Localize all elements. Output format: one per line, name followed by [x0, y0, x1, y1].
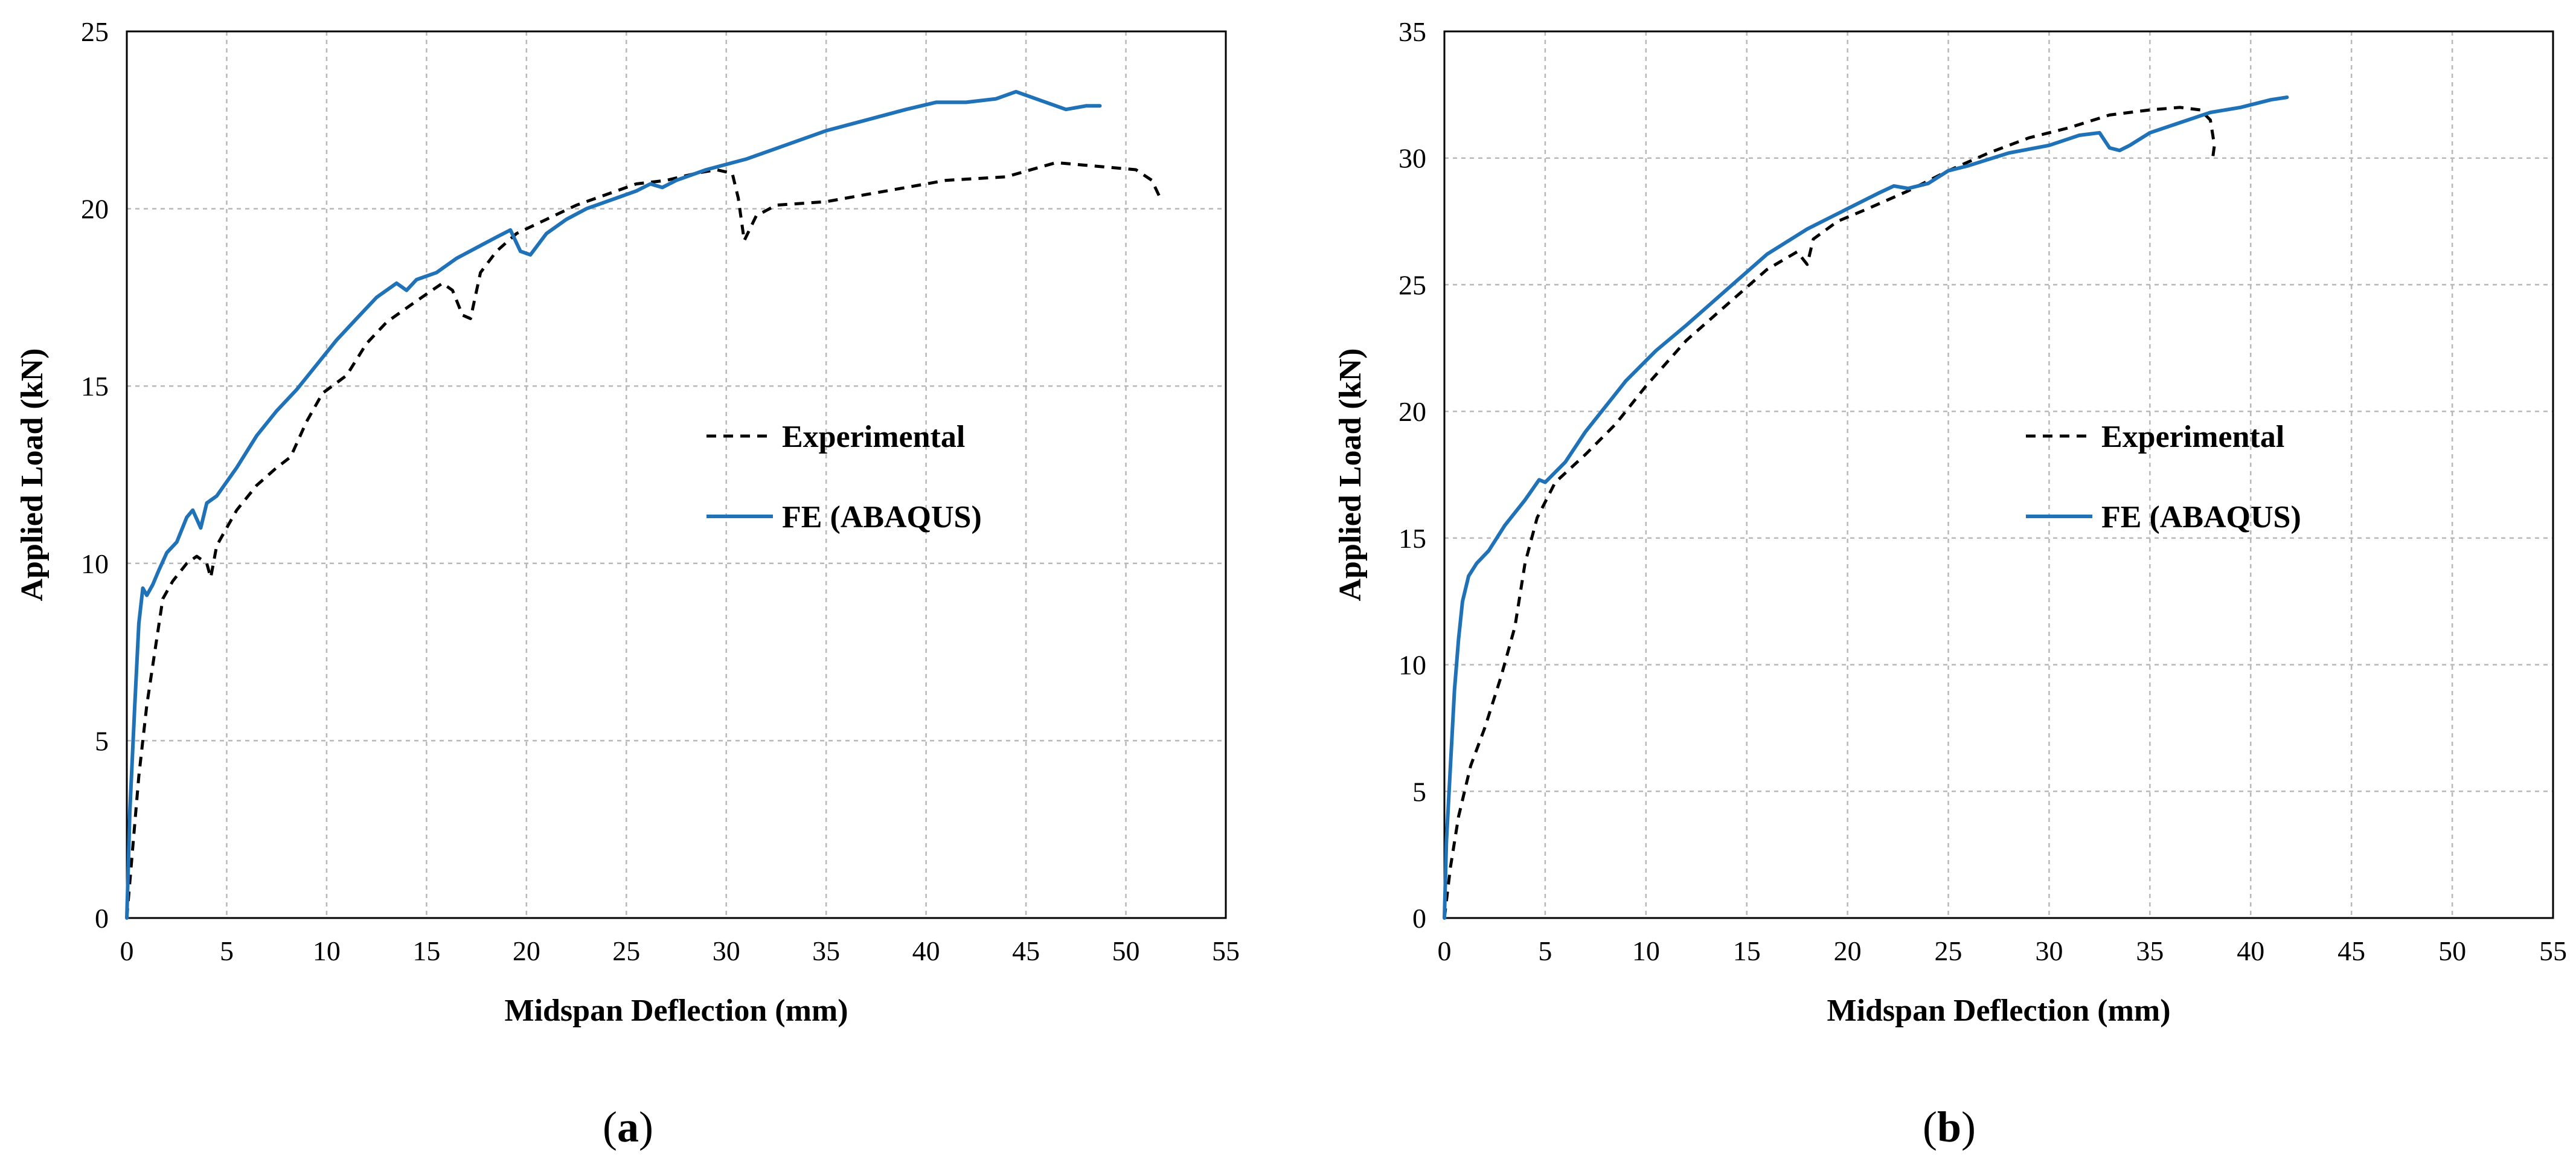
x-tick-label: 0	[1438, 936, 1452, 966]
x-tick-label: 30	[713, 936, 740, 966]
x-tick-label: 0	[120, 936, 134, 966]
y-tick-label: 35	[1399, 16, 1426, 47]
y-tick-label: 20	[1399, 396, 1426, 427]
x-tick-label: 40	[2237, 936, 2264, 966]
x-tick-label: 30	[2035, 936, 2063, 966]
x-tick-label: 55	[1212, 936, 1240, 966]
y-tick-label: 10	[81, 548, 109, 579]
legend-label: Experimental	[2101, 420, 2284, 454]
x-tick-label: 40	[912, 936, 940, 966]
y-tick-label: 5	[1412, 776, 1426, 807]
x-tick-label: 5	[1538, 936, 1552, 966]
panel-caption: (a)	[603, 1103, 653, 1151]
x-tick-label: 50	[1112, 936, 1140, 966]
caption-close-paren: )	[639, 1103, 653, 1151]
chart-panel-a: 0 5 10 15 20 25 30 35 40 45 50 55 0 5 10 15 20 25 Midspan …	[15, 16, 1240, 1151]
y-tick-label: 15	[81, 371, 109, 402]
x-tick-label: 15	[1733, 936, 1761, 966]
panel-caption: (b)	[1923, 1103, 1976, 1151]
x-axis-title: Midspan Deflection (mm)	[504, 993, 848, 1028]
legend-label: FE (ABAQUS)	[2101, 500, 2301, 534]
x-tick-label: 45	[1012, 936, 1040, 966]
legend: Experimental FE (ABAQUS)	[706, 420, 982, 534]
x-tick-label: 10	[1632, 936, 1660, 966]
y-tick-label: 15	[1399, 523, 1426, 554]
legend: Experimental FE (ABAQUS)	[2026, 420, 2301, 534]
x-tick-label: 35	[812, 936, 840, 966]
caption-open-paren: (	[603, 1103, 617, 1151]
caption-letter: a	[617, 1103, 639, 1151]
y-tick-label: 20	[81, 194, 109, 225]
y-tick-label: 5	[95, 725, 109, 756]
series-line-fe-abaqus	[125, 89, 1102, 920]
y-tick-label: 0	[1412, 903, 1426, 934]
x-tick-label: 35	[2136, 936, 2164, 966]
legend-label: Experimental	[782, 420, 965, 454]
x-tick-label: 25	[1935, 936, 1962, 966]
series-line-fe-abaqus	[1443, 95, 2289, 920]
x-tick-label: 45	[2337, 936, 2365, 966]
y-tick-label: 25	[1399, 269, 1426, 300]
x-tick-label: 10	[313, 936, 341, 966]
x-tick-label: 5	[220, 936, 234, 966]
y-axis-title: Applied Load (kN)	[1333, 348, 1368, 602]
series-line-experimental	[1443, 106, 2216, 919]
y-tick-label: 10	[1399, 650, 1426, 681]
plot-frame	[1443, 30, 2554, 919]
y-tick-label: 25	[81, 16, 109, 47]
plot-frame	[126, 30, 1227, 919]
y-tick-label: 30	[1399, 143, 1426, 174]
y-axis-title: Applied Load (kN)	[15, 348, 50, 602]
y-tick-label: 0	[95, 903, 109, 934]
series-line-experimental	[125, 161, 1164, 919]
x-tick-label: 15	[412, 936, 440, 966]
caption-letter: b	[1937, 1103, 1961, 1151]
x-tick-label: 20	[513, 936, 540, 966]
legend-label: FE (ABAQUS)	[782, 500, 982, 534]
x-tick-label: 50	[2438, 936, 2466, 966]
chart-panel-b: 0 5 10 15 20 25 30 35 40 45 50 55 0 5 10 15 20 25 30 35 Mids…	[1333, 16, 2567, 1151]
x-tick-label: 20	[1834, 936, 1862, 966]
x-tick-label: 55	[2539, 936, 2567, 966]
x-axis-title: Midspan Deflection (mm)	[1827, 993, 2170, 1028]
caption-open-paren: (	[1923, 1103, 1937, 1151]
caption-close-paren: )	[1961, 1103, 1976, 1151]
x-tick-label: 25	[612, 936, 640, 966]
